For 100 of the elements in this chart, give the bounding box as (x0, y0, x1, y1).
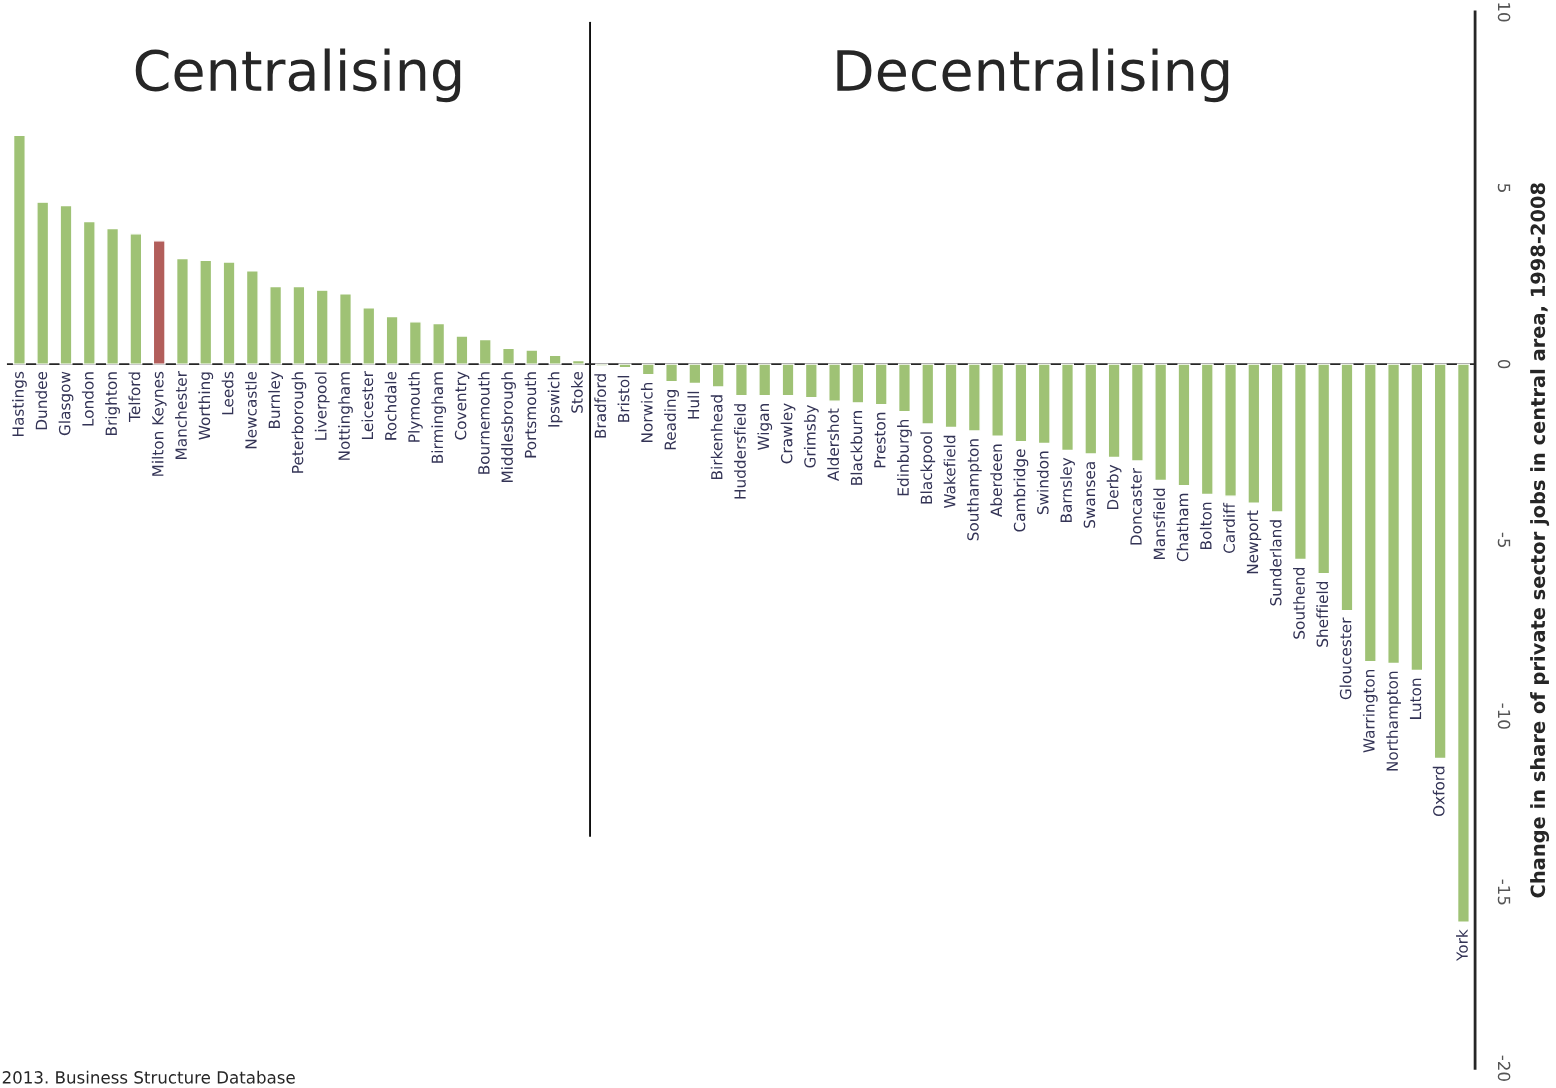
x-tick-label: Reading (664, 390, 679, 450)
x-tick-label: Peterborough (291, 372, 307, 473)
bar (804, 363, 818, 399)
annotation: Centralising (135, 48, 461, 103)
bar (222, 261, 236, 365)
bar (455, 335, 469, 365)
bar (874, 363, 888, 406)
bar (711, 363, 725, 388)
x-tick-label: Cardiff (1223, 502, 1235, 553)
x-tick-label: Cambridge (1013, 449, 1029, 532)
x-tick-label: Stoke (571, 371, 583, 413)
bar (828, 363, 842, 402)
y-tick-label: 10 (1497, 3, 1511, 22)
bar (362, 307, 376, 365)
x-tick-label: Birmingham (431, 372, 447, 463)
x-tick-label: Crawley (780, 403, 796, 464)
bar (1317, 363, 1331, 575)
bar (1270, 363, 1284, 513)
x-tick-label: Newport (1246, 510, 1262, 574)
bar (385, 315, 399, 365)
bar (1014, 363, 1028, 443)
x-tick-label: Middlesbrough (501, 372, 516, 483)
bar (991, 363, 1005, 438)
x-tick-label: Grimsby (803, 404, 819, 468)
bar (36, 201, 50, 365)
bar (1107, 363, 1121, 459)
bar (408, 321, 422, 365)
bar (897, 363, 911, 413)
bar (525, 349, 539, 365)
bar (199, 259, 213, 365)
x-tick-label: Blackpool (920, 432, 936, 504)
bar (1224, 363, 1238, 497)
x-tick-label: Gloucester (1339, 617, 1352, 700)
x-tick-label: Luton (1409, 678, 1422, 719)
x-tick-label: Wigan (757, 404, 773, 450)
y-tick-label: -10 (1497, 703, 1511, 729)
bar (781, 363, 795, 397)
bar (1177, 363, 1191, 487)
x-tick-label: Bournemouth (477, 372, 490, 474)
x-tick-label: Worthing (198, 372, 214, 440)
bar (548, 354, 562, 365)
x-tick-label: Nottingham (338, 372, 353, 460)
x-tick-label: Derby (1106, 464, 1122, 510)
bar (292, 285, 306, 365)
x-tick-label: Birkenhead (710, 395, 723, 479)
x-tick-label: Portsmouth (524, 372, 537, 458)
x-tick-label: Chatham (1176, 493, 1189, 562)
x-tick-label: Southampton (966, 439, 982, 541)
x-tick-label: Oxford (1432, 766, 1445, 817)
x-tick-label: Preston (874, 412, 886, 468)
bar (944, 363, 958, 429)
x-tick-label: Leeds (221, 371, 234, 415)
bar (245, 270, 259, 365)
y-tick-label: 5 (1497, 184, 1511, 192)
y-tick-label: -20 (1497, 1055, 1511, 1081)
bar (82, 220, 96, 365)
x-tick-label: Aberdeen (990, 444, 1003, 517)
x-tick-label: Glasgow (58, 371, 74, 436)
bar (175, 257, 189, 365)
x-tick-label: Sunderland (1269, 520, 1282, 606)
x-tick-label: Rochdale (384, 371, 397, 440)
x-tick-label: Doncaster (1130, 467, 1142, 545)
bar (152, 240, 166, 365)
bar (665, 363, 679, 383)
bar (432, 322, 446, 365)
bar (1200, 363, 1214, 496)
x-tick-label: Southend (1293, 567, 1305, 639)
bar (59, 204, 73, 365)
x-tick-label: Coventry (454, 371, 470, 440)
bar (1433, 363, 1447, 760)
x-tick-label: Barnsley (1060, 457, 1075, 523)
bar (269, 285, 283, 365)
bar (571, 359, 585, 365)
x-tick-label: Sheffield (1316, 581, 1329, 647)
bar (1293, 363, 1307, 561)
x-tick-label: Plymouth (407, 372, 423, 442)
x-tick-label: Hull (687, 391, 700, 419)
bar (1037, 363, 1051, 445)
bar (1340, 363, 1354, 612)
x-tick-label: Warrington (1362, 669, 1378, 753)
bar (12, 134, 26, 365)
y-tick-label: -5 (1497, 532, 1511, 548)
x-tick-label: Bradford (594, 374, 607, 438)
bar (851, 363, 865, 404)
annotation: Decentralising (837, 48, 1229, 103)
bar (641, 363, 655, 376)
bar (1130, 363, 1144, 462)
bar (1363, 363, 1377, 663)
bar (758, 363, 772, 397)
x-tick-label: Wakefield (943, 435, 956, 509)
x-tick-label: Ipswich (547, 372, 563, 427)
y-axis-title: Change in share of private sector jobs in central area, 1998-2008 (1530, 183, 1550, 898)
x-tick-label: Newcastle (244, 371, 257, 449)
x-tick-label: Northampton (1386, 671, 1401, 771)
bar (1410, 363, 1424, 672)
x-tick-label: Blackburn (850, 411, 863, 485)
x-tick-label: Brighton (105, 372, 120, 435)
x-tick-label: Dundee (35, 371, 48, 430)
x-tick-label: Hastings (12, 371, 27, 436)
bar (338, 292, 353, 365)
